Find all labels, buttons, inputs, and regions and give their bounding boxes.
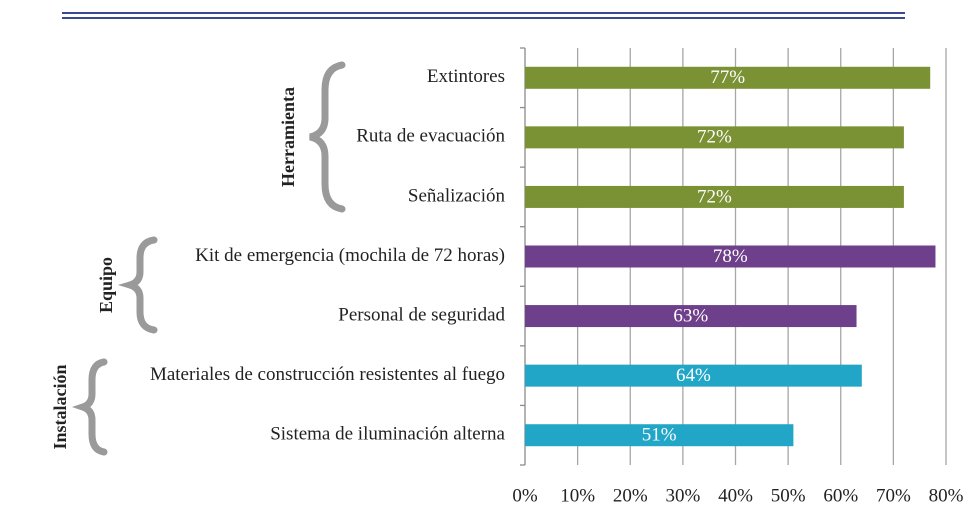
y-tick-label: Sistema de iluminación alterna [270,424,505,445]
x-tick-label: 30% [665,485,700,506]
data-label: 72% [697,186,732,207]
y-tick-label: Personal de seguridad [338,304,505,325]
data-label: 78% [713,246,748,267]
data-label: 51% [642,425,677,446]
x-tick-label: 20% [613,485,648,506]
data-label: 77% [710,67,745,88]
bar [525,364,862,387]
data-label: 63% [673,305,708,326]
y-tick-label: Señalización [408,185,506,206]
x-tick-label: 10% [560,485,595,506]
y-tick-label: Ruta de evacuación [356,126,505,147]
x-tick-label: 0% [512,485,538,506]
y-tick-label: Extintores [427,66,505,87]
y-tick-label: Kit de emergencia (mochila de 72 horas) [195,245,505,266]
bar [525,66,931,89]
x-tick-label: 80% [929,485,964,506]
x-tick-label: 60% [823,485,858,506]
x-tick-label: 70% [876,485,911,506]
bar [525,185,904,208]
x-tick-label: 40% [718,485,753,506]
x-tick-label: 50% [771,485,806,506]
group-brace [117,236,158,334]
group-label: Equipo [96,257,116,313]
group-label: Herramienta [278,87,298,187]
bar [525,126,904,149]
group-brace [309,61,346,213]
bar [525,245,936,268]
data-label: 64% [676,365,711,386]
y-tick-label: Materiales de construcción resistentes a… [150,364,505,385]
bar [525,305,857,328]
group-brace [71,358,108,456]
group-label: Instalación [50,364,70,449]
data-label: 72% [697,127,732,148]
bar [525,424,794,447]
